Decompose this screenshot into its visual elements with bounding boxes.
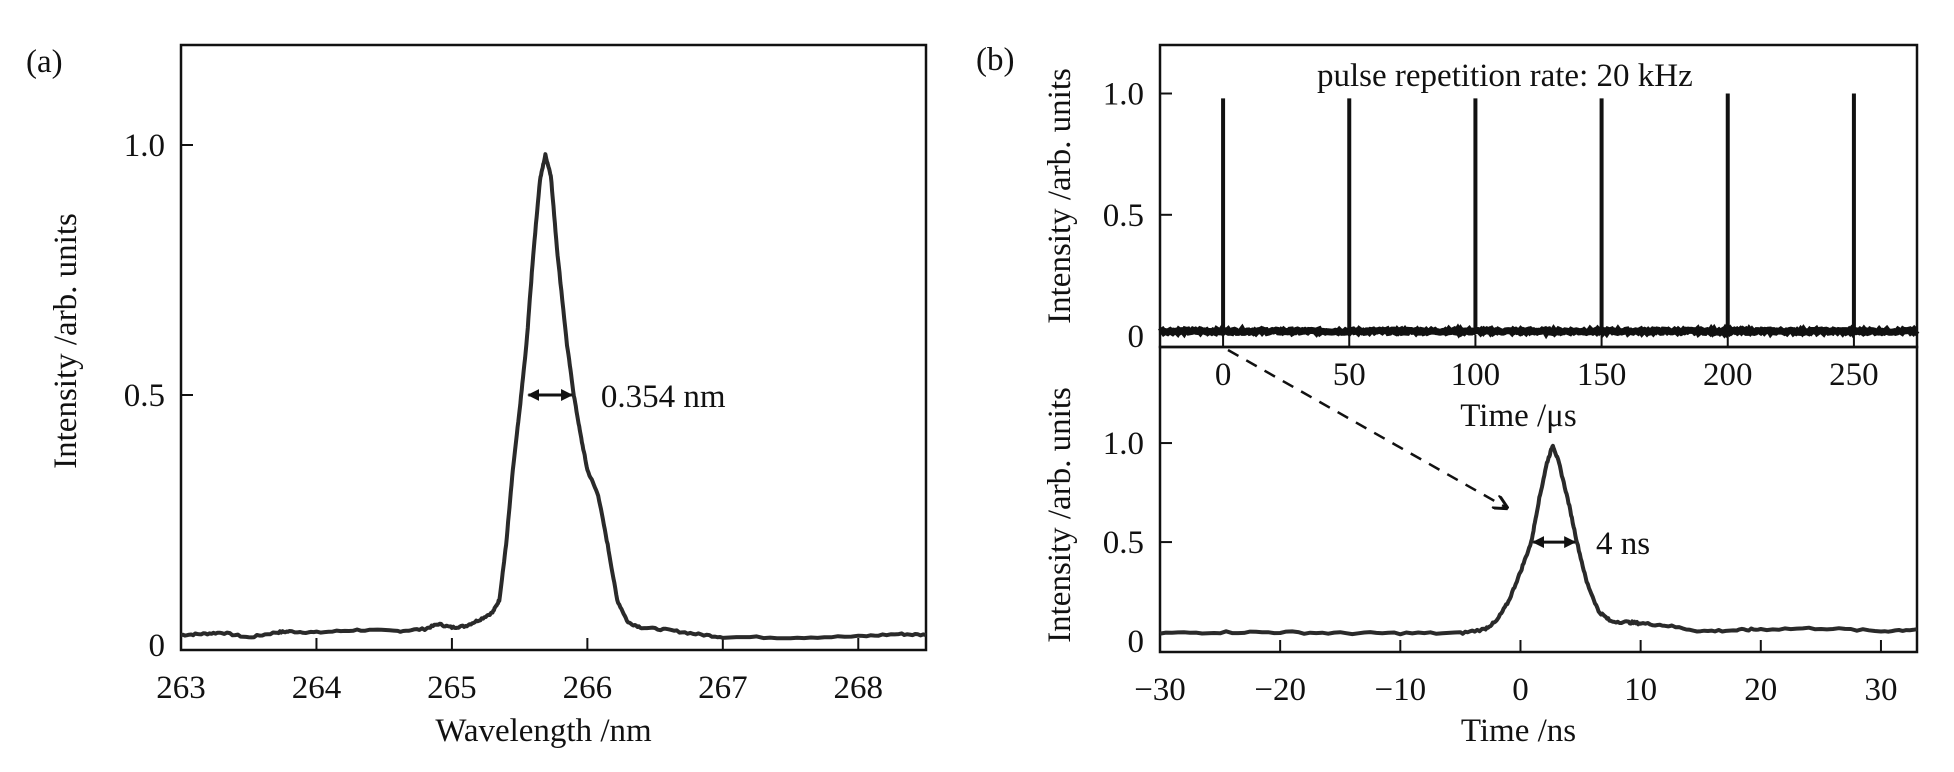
y-tick-label: 0.5	[1103, 525, 1144, 561]
y-tick-label: 0	[1128, 319, 1145, 355]
x-tick-label: 30	[1864, 672, 1897, 708]
x-tick-label: 10	[1624, 672, 1657, 708]
y-tick-label: 0	[1128, 624, 1145, 660]
panel-b-bottom: −30 −20 −10 0 10 20 30 0 0.5 1.0 Time /ns Intensity…	[1042, 345, 1919, 749]
y-tick-label: 1.0	[124, 128, 165, 164]
x-tick-label: 250	[1829, 357, 1879, 393]
x-tick-label: 263	[156, 670, 206, 706]
data-line	[1159, 443, 1918, 637]
x-tick-label: 150	[1577, 357, 1627, 393]
x-tick-label: 0	[1512, 672, 1529, 708]
y-tick-label: 0	[149, 628, 166, 664]
y-tick-label: 0.5	[1103, 198, 1144, 234]
data-line	[180, 152, 927, 641]
x-axis-label: Time /ns	[1461, 713, 1576, 749]
x-tick-label: 0	[1215, 357, 1232, 393]
x-axis-label: Time /μs	[1460, 398, 1576, 434]
y-tick-label: 1.0	[1103, 426, 1144, 462]
x-tick-label: −30	[1134, 672, 1186, 708]
fwhm-annotation: 0.354 nm	[601, 379, 726, 415]
x-tick-label: 264	[292, 670, 342, 706]
x-tick-label: −10	[1375, 672, 1427, 708]
x-tick-label: 50	[1333, 357, 1366, 393]
x-tick-label: 100	[1451, 357, 1501, 393]
x-tick-label: 266	[563, 670, 613, 706]
y-tick-label: 0.5	[124, 378, 165, 414]
plot-frame	[1158, 345, 1919, 654]
y-axis-label: Intensity /arb. units	[1042, 387, 1078, 643]
y-tick-label: 1.0	[1103, 77, 1144, 113]
plot-frame	[179, 43, 928, 652]
x-tick-label: 200	[1703, 357, 1753, 393]
zoom-dashed-arrow	[1227, 348, 1507, 508]
repetition-rate-annotation: pulse repetition rate: 20 kHz	[1317, 58, 1693, 94]
y-axis-label: Intensity /arb. units	[48, 213, 84, 469]
panel-a: 263 264 265 266 267 268 0 0.5 1.0 Wavelength /nm I…	[48, 43, 928, 749]
x-tick-label: 20	[1744, 672, 1777, 708]
x-tick-label: 265	[427, 670, 477, 706]
x-tick-label: −20	[1254, 672, 1306, 708]
x-tick-label: 267	[698, 670, 748, 706]
fwhm-annotation: 4 ns	[1596, 526, 1650, 562]
panel-b-top: 0 50 100 150 200 250 0 0.5 1.0 Time /μs Intensity …	[1042, 43, 1920, 434]
panel-label-a: (a)	[26, 44, 63, 80]
baseline-noise-line	[1158, 323, 1920, 340]
x-axis-label: Wavelength /nm	[435, 713, 652, 749]
x-tick-label: 268	[834, 670, 884, 706]
panel-label-b: (b)	[976, 42, 1014, 78]
y-axis-label: Intensity /arb. units	[1042, 68, 1078, 324]
